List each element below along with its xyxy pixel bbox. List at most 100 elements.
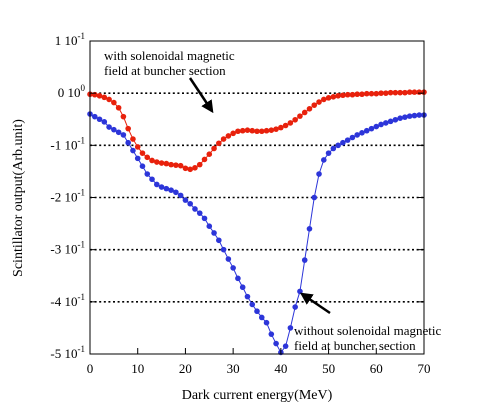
series-0-point [387,89,394,96]
series-1-point [392,116,399,123]
series-1-point [383,120,389,126]
series-1-point [134,155,141,162]
y-axis-label: Scintillator output(Arb.unit) [11,119,26,277]
y-tick-label: 1 10-1 [55,31,85,48]
series-0-point [402,89,408,96]
series-0-point [287,120,294,126]
series-0-point [383,90,389,96]
annotation-0-line: field at buncher section [104,63,226,78]
series-1-point [387,118,394,125]
series-1-point [292,304,298,310]
series-0-point [201,156,208,163]
series-1-point [340,139,346,146]
series-1-point [111,126,117,133]
series-0-point [235,128,241,135]
series-1-point [225,256,232,262]
y-tick-exponent: -1 [78,135,86,145]
x-tick-label: 10 [131,361,144,376]
series-0-point [282,122,289,129]
series-1-point [235,275,241,282]
grid-lines [90,92,424,303]
y-tick-base: -1 10 [50,137,77,152]
series-0-point [230,130,236,137]
series-1-point [144,171,151,177]
annotation-0-line: with solenoidal magnetic [104,48,235,63]
series-1-point [282,343,289,349]
series-0-point [325,95,332,101]
y-tick-label: 0 100 [58,83,86,100]
y-tick-base: -3 10 [50,242,77,257]
series-1-point [139,163,146,169]
series-0-point [321,96,327,103]
series-0-point [115,104,122,111]
series-1-point [349,134,356,141]
series-0-point [168,161,174,168]
y-tick-base: -4 10 [50,294,77,309]
series-1-point [115,129,122,136]
series-1-point [158,184,165,190]
series-1-point [154,181,160,188]
series-0-point [111,99,117,106]
y-tick-label: -1 10-1 [50,135,85,152]
series-0-point [373,90,380,97]
series-1-point [91,113,98,120]
series-0-point [244,127,251,134]
series-1-point [239,284,246,291]
series-0-point [301,109,308,116]
series-1-point [125,139,131,146]
series-0-point [177,162,184,169]
y-tick-base: -5 10 [50,346,77,361]
x-tick-label: 70 [418,361,431,376]
y-tick-label: -4 10-1 [50,292,85,309]
annotation-1-line: without solenoidal magnetic [294,323,442,338]
series-1-point [301,257,308,263]
series-0-point [340,92,346,99]
series-0-point [149,157,155,164]
y-tick-base: -2 10 [50,190,77,205]
series-0-point [406,89,413,95]
series-0-point [292,116,298,123]
series-0-point [316,99,322,105]
series-1-point [268,331,275,337]
series-0-point [182,165,189,172]
series-1-point [149,176,155,183]
y-tick-exponent: -1 [78,188,86,198]
series-0-point [306,106,313,112]
series-0-point [273,126,279,132]
x-tick-label: 0 [87,361,94,376]
series-0-point [154,159,160,165]
series-1-point [263,319,270,326]
series-0-point [378,90,384,96]
series-0-point [206,151,213,158]
series-1-point [344,137,351,143]
series-1-point [297,288,303,295]
series-0-point [416,89,423,95]
series-1-point [397,115,403,122]
series-1-point [411,112,418,119]
series-0-point [254,128,260,135]
series-0-point [330,94,337,100]
series-1-point [196,210,203,216]
y-tick-exponent: -1 [78,344,86,354]
series-0-point [392,89,399,96]
series-0-point [192,164,198,171]
series-1-point [406,113,413,119]
series-1-point [168,187,174,193]
series-1-point [321,157,327,163]
series-0-point [263,127,270,134]
series-0-point [101,94,108,101]
series-1-point [378,121,384,128]
series-0-point [411,89,418,95]
series-1-point [96,116,103,123]
series-1-point [230,265,236,271]
series-1-point [359,130,365,136]
series-0-point [196,161,203,168]
series-0-point [249,127,256,134]
series-1-point [101,119,108,125]
series-0-point [278,124,284,131]
series-0-point [220,136,227,142]
series-1-point [402,114,408,120]
y-tick-base: 1 10 [55,33,78,48]
series-1-point [335,142,341,149]
series-0-point [368,90,375,97]
